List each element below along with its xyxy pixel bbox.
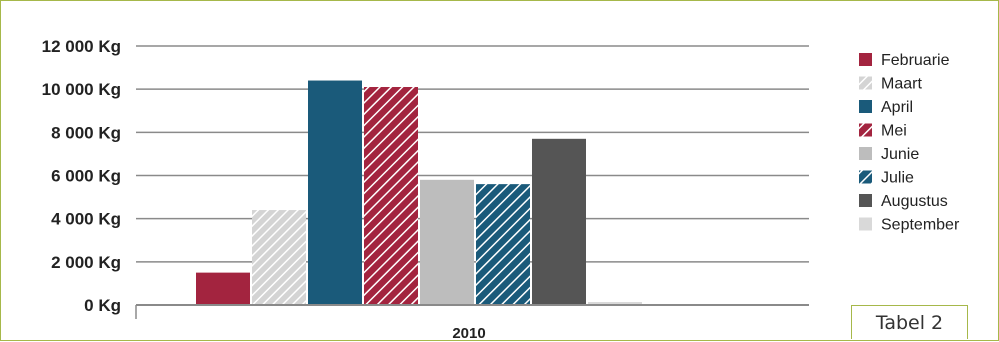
bar-junie bbox=[420, 179, 474, 305]
legend: Februarie Maart April Mei Junie Julie Augustus… bbox=[859, 52, 960, 234]
y-tick-label: 4 000 Kg bbox=[51, 210, 121, 229]
legend-label: Julie bbox=[881, 170, 914, 187]
y-tick-label: 12 000 Kg bbox=[42, 37, 121, 56]
legend-swatch bbox=[859, 147, 872, 160]
bar-april bbox=[308, 80, 362, 306]
y-tick-label: 10 000 Kg bbox=[42, 80, 121, 99]
legend-swatch bbox=[859, 123, 872, 137]
y-tick-label: 2 000 Kg bbox=[51, 253, 121, 272]
legend-swatch bbox=[859, 194, 872, 207]
y-tick-label: 6 000 Kg bbox=[51, 167, 121, 186]
legend-swatch bbox=[859, 76, 872, 90]
bar-februarie bbox=[196, 272, 250, 305]
x-axis: 2010 bbox=[135, 304, 809, 342]
legend-swatch bbox=[859, 53, 872, 66]
legend-swatch bbox=[859, 170, 872, 184]
table-tag: Tabel 2 bbox=[851, 305, 968, 339]
bar-september bbox=[588, 302, 642, 305]
legend-swatch bbox=[859, 217, 872, 231]
legend-label: September bbox=[881, 217, 960, 234]
y-tick-label: 0 Kg bbox=[84, 296, 121, 315]
bar-mei bbox=[364, 87, 418, 305]
legend-label: Augustus bbox=[881, 193, 948, 210]
bar-augustus bbox=[532, 138, 586, 305]
legend-label: Junie bbox=[881, 146, 919, 163]
x-category-label: 2010 bbox=[452, 325, 485, 342]
y-axis: 0 Kg 2 000 Kg 4 000 Kg 6 000 Kg 8 000 Kg 10 0… bbox=[42, 37, 121, 315]
legend-label: Mei bbox=[881, 123, 907, 140]
legend-swatch bbox=[859, 100, 872, 113]
legend-label: Februarie bbox=[881, 52, 950, 69]
legend-label: Maart bbox=[881, 76, 922, 93]
bars bbox=[196, 80, 642, 306]
bar-julie bbox=[476, 184, 530, 305]
bar-maart bbox=[252, 210, 306, 305]
y-tick-label: 8 000 Kg bbox=[51, 123, 121, 142]
legend-label: April bbox=[881, 99, 913, 116]
